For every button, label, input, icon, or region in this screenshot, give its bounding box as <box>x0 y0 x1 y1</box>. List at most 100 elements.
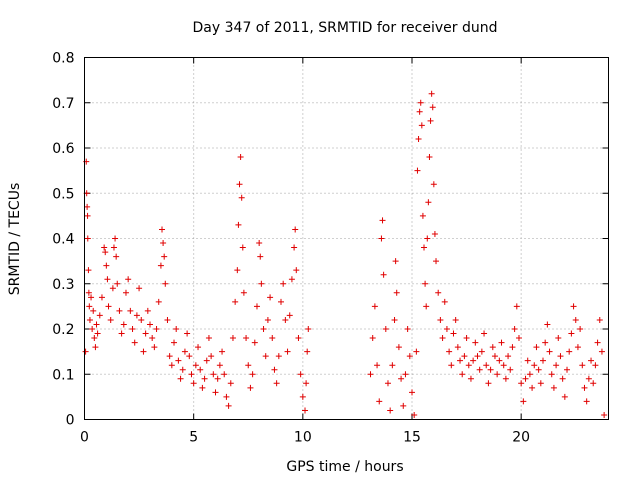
data-point <box>101 244 108 251</box>
data-point <box>284 348 291 355</box>
data-point <box>579 362 586 369</box>
data-point <box>105 303 112 310</box>
data-point <box>229 335 236 342</box>
data-point <box>186 353 193 360</box>
data-point <box>234 267 241 274</box>
x-tick-label: 10 <box>294 430 312 446</box>
data-point <box>190 380 197 387</box>
data-point <box>518 380 525 387</box>
data-point <box>114 280 121 287</box>
data-point <box>195 344 202 351</box>
data-point <box>140 348 147 355</box>
data-point <box>400 402 407 409</box>
data-point <box>225 402 232 409</box>
data-point <box>161 253 168 260</box>
chart-title: Day 347 of 2011, SRMTID for receiver dun… <box>193 20 498 36</box>
data-point <box>267 294 274 301</box>
data-point <box>494 371 501 378</box>
data-point <box>162 280 169 287</box>
data-point <box>86 316 93 323</box>
data-point <box>557 353 564 360</box>
data-point <box>286 312 293 319</box>
data-point <box>428 90 435 97</box>
data-point <box>127 307 134 314</box>
data-point <box>529 384 536 391</box>
y-tick-label: 0.2 <box>52 322 74 338</box>
data-point <box>476 366 483 373</box>
x-axis-label: GPS time / hours <box>286 459 403 475</box>
data-point <box>166 353 173 360</box>
data-point <box>441 298 448 305</box>
data-point <box>415 135 422 142</box>
x-tick-label: 5 <box>189 430 198 446</box>
data-point <box>421 244 428 251</box>
data-point <box>238 194 245 201</box>
axis-ticks: 0 0.1 0.2 0.3 0.4 0.5 0.6 0.7 0.8 0 5 10 15 20 <box>52 51 609 446</box>
data-point <box>384 380 391 387</box>
data-point <box>82 348 89 355</box>
data-point <box>588 357 595 364</box>
data-point <box>273 380 280 387</box>
data-point <box>520 398 527 405</box>
data-point <box>236 181 243 188</box>
data-point <box>305 326 312 332</box>
data-point <box>227 380 234 387</box>
data-point <box>109 285 116 292</box>
data-point <box>299 393 306 400</box>
data-point <box>478 348 485 355</box>
data-point <box>423 303 430 310</box>
data-point <box>282 316 289 323</box>
data-point <box>548 371 555 378</box>
data-point <box>237 154 244 161</box>
data-point <box>472 339 479 346</box>
data-point <box>561 393 568 400</box>
data-point <box>406 353 413 360</box>
data-point <box>574 344 581 351</box>
data-point <box>85 267 92 274</box>
data-point <box>500 362 507 369</box>
data-point <box>559 375 566 382</box>
data-point <box>425 199 432 206</box>
data-point <box>417 99 424 106</box>
x-tick-label: 0 <box>80 430 89 446</box>
data-point <box>570 303 577 310</box>
data-point <box>102 249 109 256</box>
data-point <box>596 316 603 323</box>
data-point <box>275 353 282 360</box>
data-point <box>535 366 542 373</box>
data-point <box>175 357 182 364</box>
data-point <box>89 326 96 332</box>
data-point <box>457 357 464 364</box>
data-point <box>531 362 538 369</box>
data-point <box>86 303 93 310</box>
x-tick-label: 15 <box>403 430 421 446</box>
data-point <box>92 344 99 351</box>
data-point <box>485 380 492 387</box>
data-point <box>110 244 117 251</box>
data-point <box>378 235 385 242</box>
data-point <box>489 344 496 351</box>
data-point <box>138 316 145 323</box>
data-point <box>467 375 474 382</box>
data-point <box>393 289 400 296</box>
data-point <box>118 330 125 337</box>
y-tick-label: 0.5 <box>52 186 74 202</box>
y-tick-label: 0 <box>66 413 75 429</box>
data-point <box>221 371 228 378</box>
data-point <box>422 280 429 287</box>
data-point <box>173 326 180 332</box>
data-point <box>288 276 295 283</box>
data-point <box>212 389 219 396</box>
data-point <box>369 335 376 342</box>
data-point <box>203 357 210 364</box>
data-point <box>398 375 405 382</box>
data-point <box>507 366 514 373</box>
data-point <box>142 330 149 337</box>
data-point <box>214 375 221 382</box>
data-point <box>413 348 420 355</box>
data-point <box>210 371 217 378</box>
y-tick-label: 0.4 <box>52 232 74 248</box>
data-point <box>465 362 472 369</box>
data-point <box>84 235 91 242</box>
data-point <box>271 366 278 373</box>
